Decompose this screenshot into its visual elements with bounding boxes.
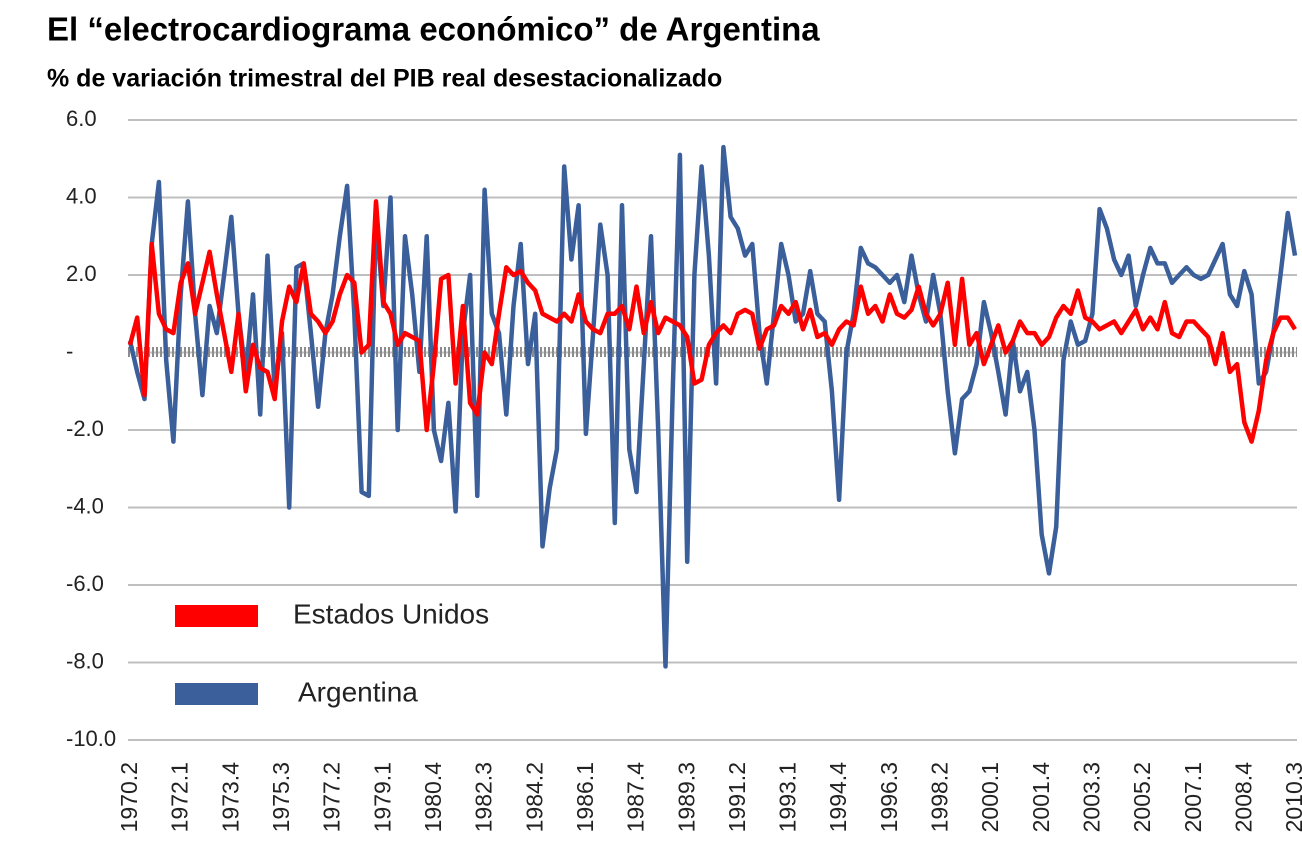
x-tick-label: 1989.3 <box>673 762 699 832</box>
x-tick-label: 1984.2 <box>521 762 547 832</box>
legend: Estados Unidos Argentina <box>175 598 489 707</box>
series-line <box>127 199 1297 444</box>
x-tick-label: 1998.2 <box>927 762 953 832</box>
y-tick-label: -10.0 <box>66 726 116 751</box>
chart-subtitle: % de variación trimestral del PIB real d… <box>47 65 722 93</box>
y-tick-label: -6.0 <box>66 571 104 596</box>
x-tick-label: 2000.1 <box>977 762 1003 832</box>
chart-title: El “electrocardiograma económico” de Arg… <box>47 11 820 48</box>
y-tick-label: 4.0 <box>66 183 97 208</box>
x-tick-label: 1994.4 <box>825 762 851 833</box>
x-tick-label: 1979.1 <box>369 762 395 832</box>
x-tick-label: 1970.2 <box>116 762 142 832</box>
x-tick-label: 2003.3 <box>1078 762 1104 832</box>
legend-label: Estados Unidos <box>293 598 489 629</box>
y-tick-label: -2.0 <box>66 416 104 441</box>
x-tick-label: 1972.1 <box>167 762 193 832</box>
y-tick-label: 2.0 <box>66 261 97 286</box>
plot <box>127 144 1298 669</box>
x-tick-label: 1987.4 <box>623 762 649 833</box>
y-tick-label: -4.0 <box>66 493 104 518</box>
x-tick-label: 2008.4 <box>1230 762 1256 833</box>
x-tick-label: 2001.4 <box>1028 762 1054 833</box>
x-tick-label: 1993.1 <box>775 762 801 832</box>
legend-swatch <box>175 683 258 705</box>
x-tick-label: 1977.2 <box>319 762 345 832</box>
legend-swatch <box>175 605 258 627</box>
x-tick-label: 1975.3 <box>268 762 294 832</box>
y-tick-label: -8.0 <box>66 648 104 673</box>
x-tick-label: 2005.2 <box>1129 762 1155 832</box>
x-tick-label: 1996.3 <box>876 762 902 832</box>
x-tick-label: 1980.4 <box>420 762 446 833</box>
y-tick-label: 6.0 <box>66 106 97 131</box>
x-tick-label: 1973.4 <box>217 762 243 833</box>
x-tick-label: 1991.2 <box>724 762 750 832</box>
x-tick-label: 2007.1 <box>1180 762 1206 832</box>
x-tick-label: 2010.3 <box>1281 762 1302 832</box>
y-tick-label: - <box>66 338 73 363</box>
legend-label: Argentina <box>298 676 418 707</box>
series-line <box>127 144 1298 669</box>
x-tick-label: 1982.3 <box>471 762 497 832</box>
x-tick-label: 1986.1 <box>572 762 598 832</box>
